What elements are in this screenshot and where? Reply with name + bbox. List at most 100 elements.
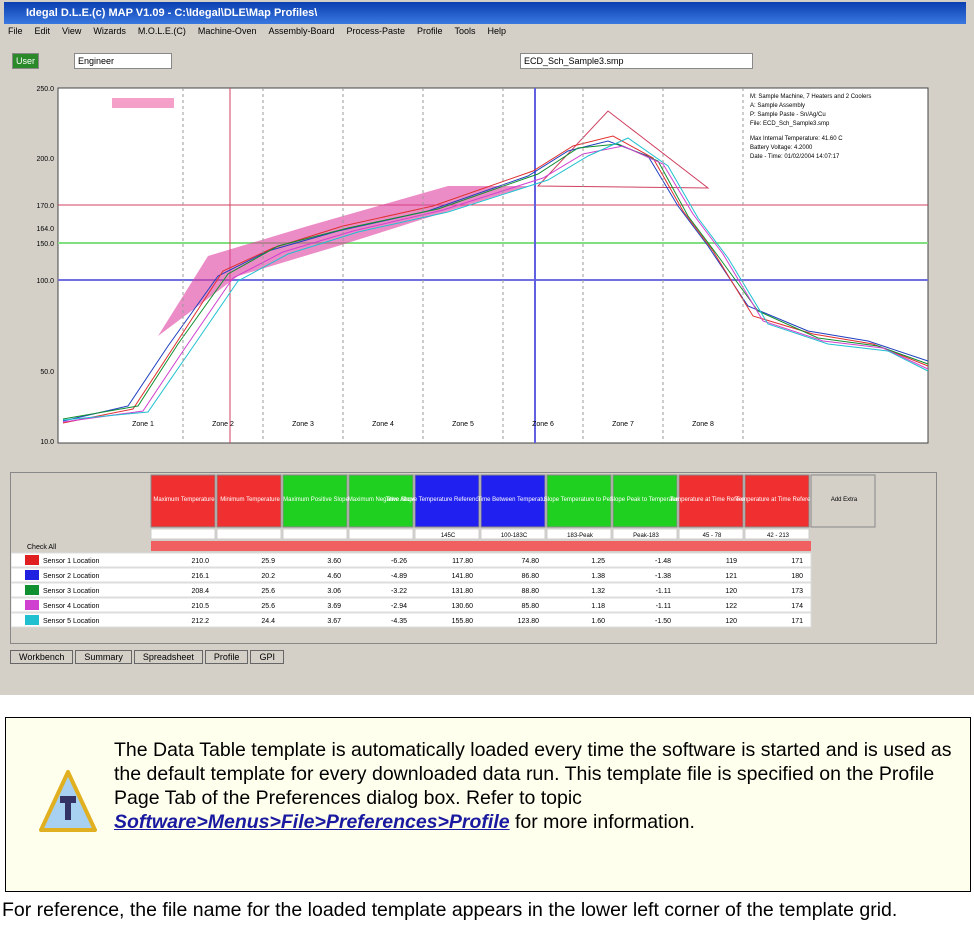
cell-value: 155.80 [452, 618, 474, 625]
plot-info: Max Internal Temperature: 41.60 C [750, 136, 843, 142]
cell-value: 130.60 [452, 603, 474, 610]
sensor-curve [62, 137, 929, 421]
cell-value: 180 [791, 573, 803, 580]
header-label: Maximum Temperature [153, 497, 215, 503]
zone-label: Zone 5 [452, 421, 474, 428]
table-svg: Maximum Temperature Minimum Temperature Ma… [11, 473, 936, 643]
spec-label: 45 - 78 [703, 533, 722, 539]
cell-value: 3.06 [327, 588, 341, 595]
spec-cell [348, 528, 414, 540]
row-label: Sensor 4 Location [43, 603, 100, 610]
menu-item[interactable]: Assembly-Board [268, 26, 335, 36]
plot-info: M: Sample Machine, 7 Heaters and 2 Coole… [750, 94, 871, 100]
plot-info: Date - Time: 01/02/2004 14:07:17 [750, 154, 840, 160]
header-label: Slope Peak to Temperature [610, 497, 683, 503]
header-cell [744, 474, 810, 528]
zone-label: Zone 6 [532, 421, 554, 428]
status-row [151, 541, 811, 551]
row-bg [11, 552, 812, 568]
header-cell [348, 474, 414, 528]
cell-value: 88.80 [521, 588, 539, 595]
menu-item[interactable]: M.O.L.E.(C) [137, 26, 186, 36]
tab[interactable]: Spreadsheet [133, 650, 203, 664]
cell-value: 25.6 [261, 603, 275, 610]
cell-value: -3.22 [391, 588, 407, 595]
header-label: Minimum Temperature [220, 497, 280, 503]
menu-item[interactable]: Help [487, 26, 507, 36]
cell-value: -1.48 [655, 558, 671, 565]
caption: For reference, the file name for the loa… [2, 899, 898, 921]
plot-info: A: Sample Assembly [750, 103, 805, 109]
tab[interactable]: GPI [250, 650, 284, 664]
spec-label: Peak-183 [633, 533, 659, 539]
zone-label: Zone 8 [692, 421, 714, 428]
file-select[interactable]: ECD_Sch_Sample3.smp [520, 53, 753, 69]
menu-item[interactable]: Tools [454, 26, 476, 36]
cell-value: 3.60 [327, 558, 341, 565]
row-label: Sensor 3 Location [43, 588, 100, 595]
cell-value: 171 [791, 618, 803, 625]
cell-value: 117.80 [452, 558, 473, 565]
menu-item[interactable]: Profile [417, 26, 443, 36]
menu-item[interactable]: View [62, 26, 82, 36]
cell-value: 1.25 [591, 558, 605, 565]
header-label: Maximum Negative Slope [348, 497, 417, 503]
cell-value: 131.80 [452, 588, 474, 595]
cell-value: 74.80 [521, 558, 539, 565]
zone-label: Zone 4 [372, 421, 394, 428]
cell-value: 85.80 [521, 603, 539, 610]
zone-label: Zone 1 [132, 421, 154, 428]
cell-value: 120 [725, 588, 737, 595]
tab[interactable]: Workbench [10, 650, 74, 664]
note-link[interactable]: Software>Menus>File>Preferences>Profile [114, 811, 510, 833]
spec-cell [150, 528, 216, 540]
spec-label: 100-183C [501, 533, 528, 539]
screenshot: Idegal D.L.E.(c) MAP V1.09 - C:\Idegal\D… [0, 0, 974, 695]
note-text: The Data Table template is automatically… [114, 738, 959, 834]
cell-value: -1.11 [656, 603, 672, 610]
menu-item[interactable]: Edit [34, 26, 51, 36]
cell-value: 120 [725, 618, 737, 625]
header-label: Add Extra [831, 497, 858, 503]
cell-value: 208.4 [191, 588, 209, 595]
sensor-curve [62, 135, 929, 424]
cell-value: 173 [791, 588, 803, 595]
tab[interactable]: Profile [204, 650, 249, 664]
row-label: Sensor 2 Location [43, 573, 100, 580]
menu-item[interactable]: Machine-Oven [197, 26, 257, 36]
y-tick-label: 10.0 [40, 439, 54, 446]
header-label: Time Above Temperature Reference: Rising… [386, 497, 511, 503]
role-select[interactable]: Engineer [74, 53, 172, 69]
menu-item[interactable]: Process-Paste [346, 26, 406, 36]
cell-value: 119 [726, 558, 737, 565]
plot-info: File: ECD_Sch_Sample3.smp [750, 121, 830, 127]
row-bg [11, 567, 812, 583]
menu-item[interactable]: File [8, 26, 23, 36]
triangle [536, 110, 710, 189]
cell-value: 1.18 [591, 603, 605, 610]
spec-label: 42 - 213 [767, 533, 790, 539]
spec-label: 145C [441, 533, 456, 539]
note-before: The Data Table template is automatically… [114, 739, 952, 809]
cell-value: -1.38 [655, 573, 671, 580]
cell-value: 86.80 [521, 573, 539, 580]
cell-value: -6.26 [391, 558, 407, 565]
header-cell [282, 474, 348, 528]
cell-value: 210.5 [191, 603, 209, 610]
plot-info: Battery Voltage: 4.2000 [750, 145, 813, 151]
cell-value: 4.60 [327, 573, 341, 580]
menu-item[interactable]: Wizards [93, 26, 126, 36]
tab[interactable]: Summary [75, 650, 132, 664]
sensor-swatch [25, 615, 39, 625]
user-button[interactable]: User [12, 53, 40, 69]
spec-cell [282, 528, 348, 540]
spec-cell [744, 528, 810, 540]
spec-cell [678, 528, 744, 540]
note-box: The Data Table template is automatically… [5, 717, 971, 892]
cell-value: 25.9 [261, 558, 275, 565]
y-tick-label: 50.0 [40, 369, 54, 376]
spec-cell [612, 528, 678, 540]
y-tick-label: 164.0 [36, 226, 54, 233]
profile-plot: 250.0 200.0 170.0 164.0 150.0 100.0 50.0 10.0 Zo… [8, 76, 948, 466]
zone-label: Zone 3 [292, 421, 314, 428]
